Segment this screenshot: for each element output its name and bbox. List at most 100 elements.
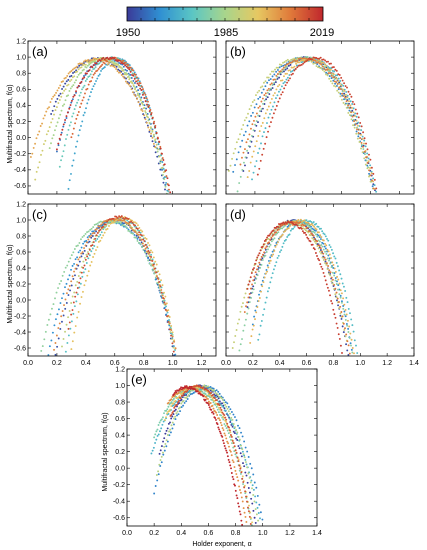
data-point: [348, 97, 351, 100]
data-point: [252, 473, 255, 476]
data-point: [239, 489, 241, 491]
data-point: [371, 185, 374, 188]
y-tick-label: -0.4: [113, 499, 125, 506]
data-point: [321, 230, 324, 233]
data-point: [170, 329, 173, 332]
data-point: [257, 121, 259, 124]
data-point: [82, 96, 85, 99]
data-point: [133, 234, 136, 236]
data-point: [295, 64, 298, 67]
data-point: [298, 61, 301, 64]
data-point: [228, 461, 231, 464]
data-point: [96, 238, 99, 240]
data-point: [329, 274, 332, 277]
data-point: [124, 61, 127, 64]
data-point: [73, 108, 76, 111]
data-point: [73, 67, 76, 70]
data-point: [258, 333, 261, 336]
data-point: [252, 150, 255, 153]
data-point: [369, 174, 372, 177]
data-point: [149, 257, 152, 260]
data-point: [68, 75, 71, 78]
data-point: [350, 95, 353, 98]
data-point: [159, 147, 162, 150]
data-point: [286, 72, 288, 75]
data-point: [247, 296, 250, 299]
data-point: [98, 225, 101, 228]
data-point: [305, 60, 308, 63]
data-point: [73, 94, 76, 97]
data-point: [266, 108, 269, 111]
data-point: [57, 337, 60, 340]
data-point: [180, 386, 183, 389]
data-point: [219, 408, 221, 411]
data-point: [329, 246, 332, 248]
data-point: [207, 400, 210, 403]
data-point: [68, 80, 71, 83]
data-point: [348, 337, 351, 339]
data-point: [252, 171, 255, 174]
data-point: [246, 301, 249, 304]
data-point: [306, 226, 309, 229]
data-point: [279, 70, 282, 73]
data-points: [29, 56, 172, 194]
data-point: [234, 147, 237, 150]
data-point: [87, 270, 90, 273]
data-point: [346, 86, 348, 89]
data-point: [313, 56, 316, 59]
data-point: [267, 105, 270, 108]
data-point: [268, 262, 271, 265]
data-point: [267, 241, 270, 244]
data-point: [339, 294, 342, 297]
data-point: [189, 387, 192, 390]
data-point: [260, 142, 262, 145]
data-point: [306, 230, 309, 233]
data-point: [338, 82, 341, 85]
data-point: [156, 275, 158, 278]
data-point: [269, 73, 272, 76]
data-point: [228, 436, 231, 438]
data-point: [157, 143, 160, 146]
data-point: [236, 190, 239, 193]
data-point: [254, 495, 257, 498]
data-point: [240, 444, 242, 447]
data-point: [74, 122, 77, 125]
data-point: [317, 66, 320, 69]
data-point: [94, 228, 97, 231]
data-point: [170, 417, 173, 420]
data-point: [161, 161, 164, 163]
data-point: [227, 432, 230, 435]
data-point: [71, 275, 74, 278]
y-tick-label: 0.6: [115, 416, 125, 423]
data-point: [239, 343, 242, 346]
plot-frame: [27, 203, 217, 357]
data-point: [263, 255, 266, 258]
data-point: [278, 83, 281, 86]
data-point: [38, 161, 41, 164]
data-point: [66, 75, 69, 77]
data-point: [356, 112, 359, 115]
data-point: [230, 454, 233, 457]
data-point: [175, 412, 178, 415]
data-point: [227, 410, 230, 413]
data-point: [242, 462, 244, 465]
data-point: [222, 442, 225, 445]
data-point: [339, 273, 342, 276]
data-point: [276, 77, 279, 80]
data-point: [332, 252, 335, 255]
data-point: [84, 92, 86, 95]
data-point: [343, 313, 346, 316]
data-point: [256, 91, 259, 94]
data-point: [268, 234, 271, 237]
data-point: [83, 249, 86, 252]
data-point: [56, 121, 59, 124]
data-point: [317, 225, 320, 228]
data-point: [349, 104, 352, 107]
data-point: [283, 70, 285, 73]
data-point: [348, 107, 351, 109]
data-point: [358, 141, 361, 143]
data-point: [139, 87, 142, 90]
data-point: [127, 218, 130, 220]
data-point: [171, 333, 174, 336]
data-point: [318, 231, 320, 234]
